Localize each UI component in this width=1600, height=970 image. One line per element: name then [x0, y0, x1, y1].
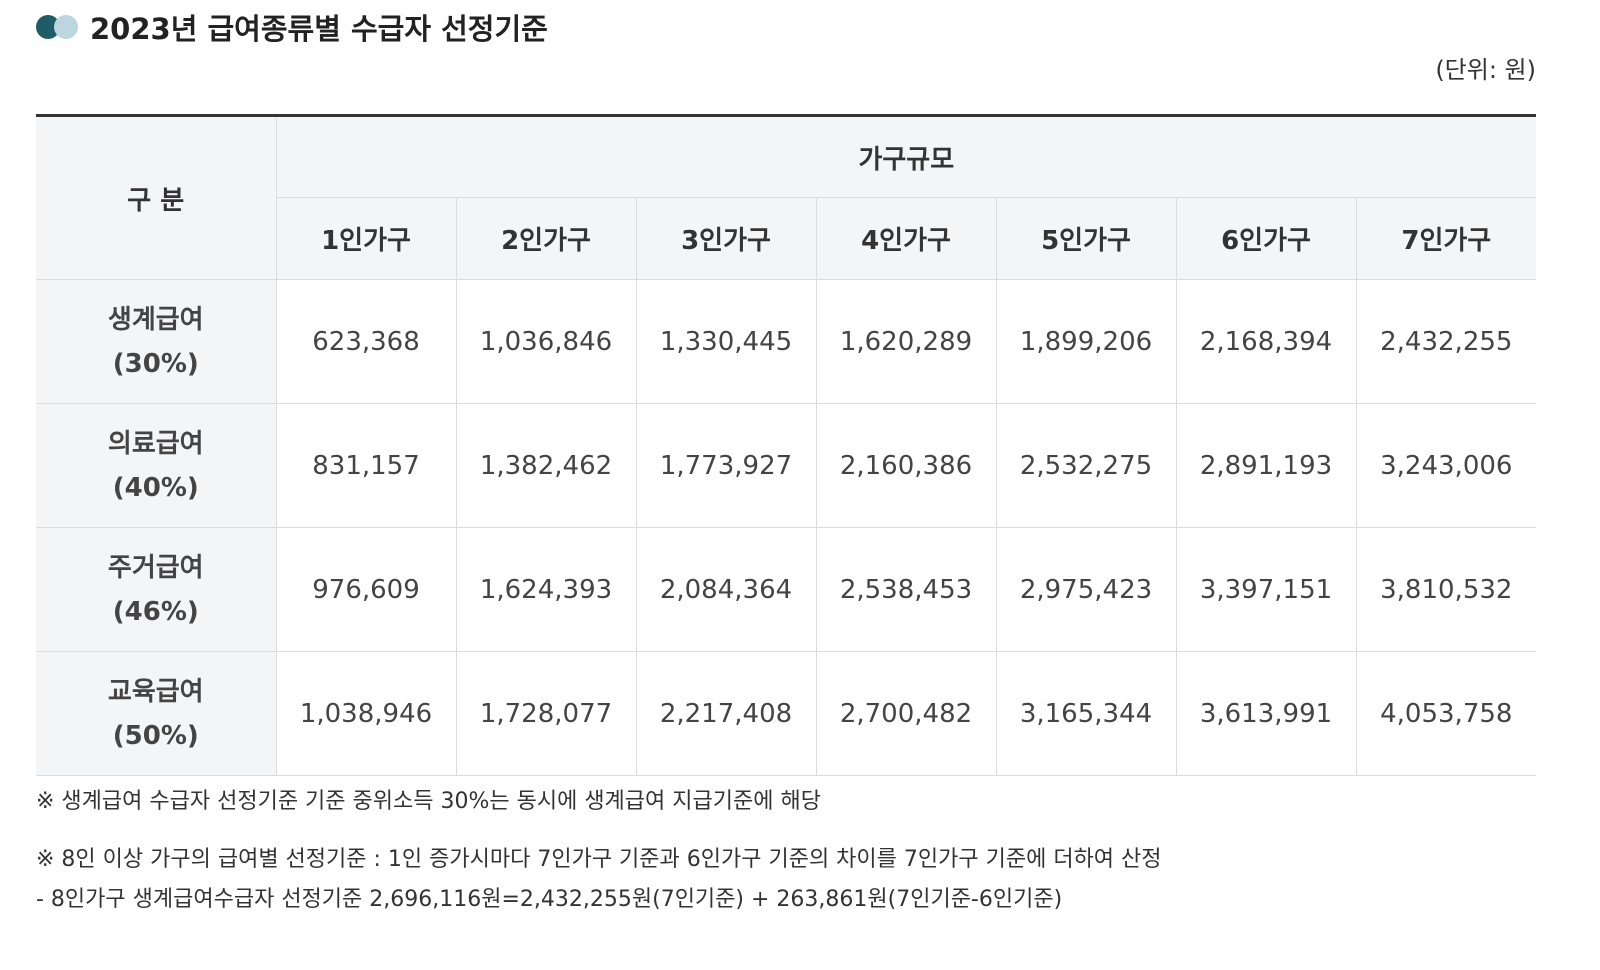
column-header: 7인가구	[1355, 197, 1537, 280]
table-row: 교육급여 (50%) 1,038,946 1,728,077 2,217,408 2,70…	[36, 651, 1537, 776]
row-rate: (30%)	[112, 348, 199, 379]
cell-value: 1,330,445	[635, 279, 817, 404]
cell-value: 1,728,077	[455, 651, 637, 776]
cell-value: 1,382,462	[455, 403, 637, 528]
cell-value: 3,613,991	[1175, 651, 1357, 776]
cell-value: 2,168,394	[1175, 279, 1357, 404]
cell-value: 1,038,946	[275, 651, 457, 776]
table-row: 주거급여 (46%) 976,609 1,624,393 2,084,364 2,538,…	[36, 527, 1537, 652]
cell-value: 976,609	[275, 527, 457, 652]
cell-value: 3,810,532	[1355, 527, 1537, 652]
cell-value: 2,891,193	[1175, 403, 1357, 528]
header-row: 구 분 가구규모	[36, 115, 1537, 280]
column-header: 3인가구	[635, 197, 817, 280]
cell-value: 1,773,927	[635, 403, 817, 528]
cell-value: 623,368	[275, 279, 457, 404]
column-header: 4인가구	[815, 197, 997, 280]
cell-value: 1,036,846	[455, 279, 637, 404]
cell-value: 4,053,758	[1355, 651, 1537, 776]
cell-value: 2,538,453	[815, 527, 997, 652]
cell-value: 1,899,206	[995, 279, 1177, 404]
cell-value: 1,620,289	[815, 279, 997, 404]
notes: ※ 생계급여 수급자 선정기준 기준 중위소득 30%는 동시에 생계급여 지급…	[36, 784, 1162, 922]
cell-value: 2,217,408	[635, 651, 817, 776]
row-name: 의료급여	[107, 428, 204, 459]
row-label: 의료급여 (40%)	[36, 403, 277, 528]
criteria-table: 구 분 가구규모 1인가구 2인가구 3인가구 4인가구 5인가구 6인가구 7인가구 생계…	[36, 114, 1537, 776]
icon-dot	[54, 15, 78, 39]
title-icon	[36, 14, 80, 40]
table-row: 생계급여 (30%) 623,368 1,036,846 1,330,445 1,620,…	[36, 279, 1537, 404]
corner-header: 구 분	[36, 115, 277, 280]
row-rate: (40%)	[112, 472, 199, 503]
row-rate: (50%)	[112, 720, 199, 751]
note: ※ 8인 이상 가구의 급여별 선정기준 : 1인 증가시마다 7인가구 기준과…	[36, 847, 1162, 872]
table-row: 의료급여 (40%) 831,157 1,382,462 1,773,927 2,160,…	[36, 403, 1537, 528]
header-row: 1인가구 2인가구 3인가구 4인가구 5인가구 6인가구 7인가구	[36, 197, 1537, 280]
title-row: 2023년 급여종류별 수급자 선정기준	[36, 6, 548, 48]
row-rate: (46%)	[112, 596, 199, 627]
cell-value: 3,397,151	[1175, 527, 1357, 652]
unit-label: (단위: 원)	[1435, 56, 1536, 84]
cell-value: 2,975,423	[995, 527, 1177, 652]
row-label: 주거급여 (46%)	[36, 527, 277, 652]
column-header: 5인가구	[995, 197, 1177, 280]
row-name: 생계급여	[107, 304, 204, 335]
row-label: 교육급여 (50%)	[36, 651, 277, 776]
cell-value: 2,532,275	[995, 403, 1177, 528]
column-header: 2인가구	[455, 197, 637, 280]
note: - 8인가구 생계급여수급자 선정기준 2,696,116원=2,432,255…	[36, 887, 1063, 912]
row-name: 주거급여	[107, 552, 204, 583]
column-header: 6인가구	[1175, 197, 1357, 280]
cell-value: 2,700,482	[815, 651, 997, 776]
cell-value: 1,624,393	[455, 527, 637, 652]
cell-value: 831,157	[275, 403, 457, 528]
row-label: 생계급여 (30%)	[36, 279, 277, 404]
cell-value: 2,160,386	[815, 403, 997, 528]
row-name: 교육급여	[107, 676, 204, 707]
group-header: 가구규모	[275, 115, 1537, 198]
cell-value: 3,243,006	[1355, 403, 1537, 528]
page-title: 2023년 급여종류별 수급자 선정기준	[90, 12, 548, 46]
cell-value: 2,432,255	[1355, 279, 1537, 404]
cell-value: 2,084,364	[635, 527, 817, 652]
note: ※ 생계급여 수급자 선정기준 기준 중위소득 30%는 동시에 생계급여 지급…	[36, 789, 821, 814]
cell-value: 3,165,344	[995, 651, 1177, 776]
column-header: 1인가구	[276, 197, 457, 280]
